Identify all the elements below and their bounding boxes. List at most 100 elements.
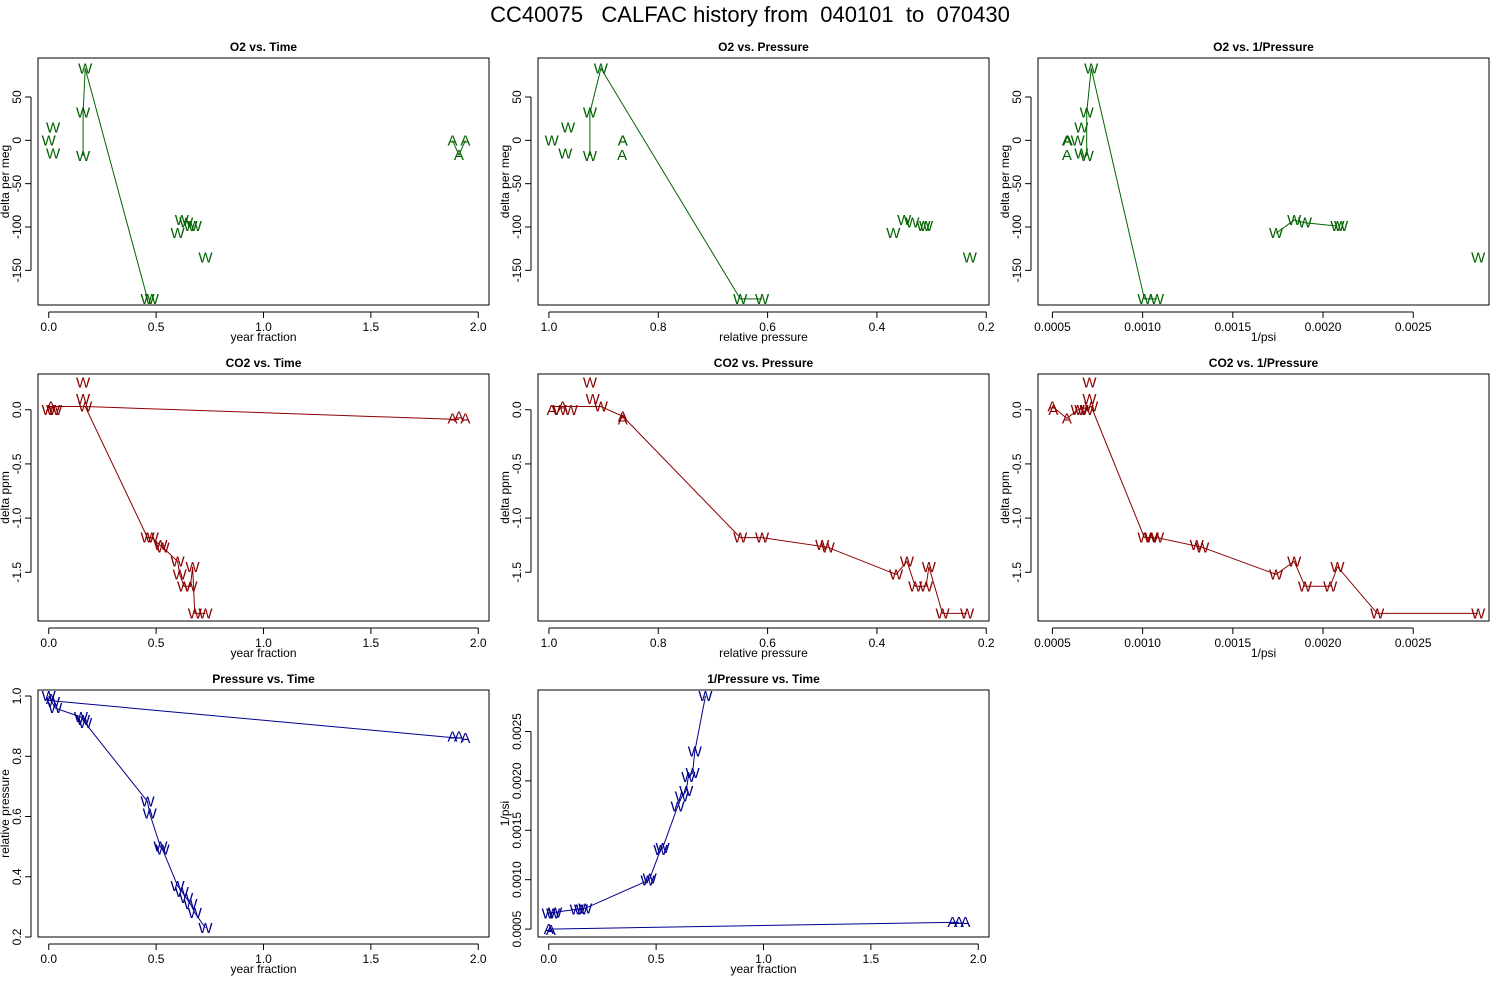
y-tick-label: -50	[1010, 175, 1024, 193]
x-tick-label: 0.6	[759, 636, 776, 650]
data-point: W	[583, 105, 598, 122]
x-tick-label: 2.0	[470, 320, 487, 334]
data-point: W	[594, 60, 609, 77]
data-point: W	[889, 566, 904, 583]
y-tick-label: 0	[10, 137, 24, 144]
x-tick-label: 0.0025	[1395, 636, 1432, 650]
x-axis-label: relative pressure	[719, 646, 808, 660]
data-point: W	[175, 212, 190, 229]
x-tick-label: 1.0	[255, 320, 272, 334]
data-point: W	[686, 765, 701, 782]
series-line	[48, 695, 206, 929]
data-point: A	[447, 132, 457, 149]
data-point: W	[1150, 530, 1165, 547]
x-axis-label: year fraction	[230, 962, 296, 976]
y-tick-label: 1.0	[10, 687, 24, 704]
data-point: W	[574, 901, 589, 918]
x-tick-label: 0.0020	[1305, 320, 1342, 334]
data-point: A	[460, 410, 470, 427]
x-tick-label: 0.6	[759, 320, 776, 334]
data-point: A	[546, 922, 556, 939]
y-tick-label: 50	[510, 90, 524, 104]
data-point: W	[1074, 119, 1089, 136]
data-point: W	[653, 842, 668, 859]
data-point: W	[640, 873, 655, 890]
data-point: W	[922, 559, 937, 576]
data-point: W	[886, 225, 901, 242]
x-tick-label: 1.0	[255, 952, 272, 966]
data-point: W	[755, 291, 770, 308]
data-point: W	[42, 402, 57, 419]
y-tick-label: -0.5	[1010, 453, 1024, 474]
data-point: W	[153, 839, 168, 856]
y-tick-label: 0.8	[10, 748, 24, 765]
y-tick-label: 0.0	[10, 401, 24, 418]
x-tick-label: 0.5	[148, 952, 165, 966]
data-point: W	[1080, 105, 1095, 122]
data-point: W	[46, 694, 61, 711]
data-point: W	[1298, 578, 1313, 595]
data-point: W	[1323, 578, 1338, 595]
series-line	[82, 68, 148, 300]
data-point: A	[46, 691, 56, 708]
series-line	[1086, 68, 1158, 300]
y-axis-label: delta per meg	[0, 145, 12, 218]
x-axis-label: 1/psi	[1251, 330, 1276, 344]
data-point: W	[681, 769, 696, 786]
data-point: W	[1190, 537, 1205, 554]
data-point: W	[1137, 530, 1152, 547]
data-point: W	[1080, 402, 1095, 419]
data-point: W	[1150, 291, 1165, 308]
plot-frame	[537, 57, 990, 306]
data-point: A	[46, 399, 56, 416]
x-tick-label: 1.0	[541, 636, 558, 650]
data-point: A	[547, 402, 557, 419]
data-point: W	[1330, 218, 1345, 235]
y-tick-label: 0.0010	[510, 861, 524, 898]
x-tick-label: 1.0	[755, 952, 772, 966]
y-tick-label: -150	[1010, 258, 1024, 282]
y-tick-label: 0.0005	[510, 910, 524, 947]
x-tick-label: 2.0	[470, 636, 487, 650]
data-point: W	[140, 793, 155, 810]
data-point: W	[570, 901, 585, 918]
data-point: W	[733, 291, 748, 308]
y-tick-label: 0	[510, 137, 524, 144]
y-tick-label: 0.6	[10, 808, 24, 825]
series-line	[452, 140, 466, 157]
data-point: W	[76, 148, 91, 165]
data-point: A	[1062, 410, 1072, 427]
data-point: W	[1298, 215, 1313, 232]
series-line	[48, 700, 459, 739]
data-point: W	[42, 132, 57, 149]
data-point: W	[188, 605, 203, 622]
x-tick-label: 0.2	[978, 320, 995, 334]
data-point: W	[171, 878, 186, 895]
x-axis-label: 1/psi	[1251, 646, 1276, 660]
data-point: A	[1047, 399, 1057, 416]
data-point: W	[179, 890, 194, 907]
y-axis-label: delta ppm	[498, 471, 512, 524]
data-point: W	[1269, 566, 1284, 583]
data-point: W	[594, 399, 609, 416]
y-axis-label: delta ppm	[998, 471, 1012, 524]
data-point: W	[198, 920, 213, 937]
y-tick-label: -1.5	[1010, 562, 1024, 583]
series-line	[551, 406, 968, 614]
data-point: A	[447, 729, 457, 746]
data-point: W	[558, 145, 573, 162]
x-tick-label: 2.0	[970, 952, 987, 966]
data-point: W	[545, 132, 560, 149]
y-tick-label: -100	[510, 215, 524, 239]
data-point: W	[1471, 605, 1486, 622]
plot-frame	[37, 689, 490, 938]
data-point: W	[1370, 605, 1385, 622]
data-point: W	[1195, 539, 1210, 556]
chart-title: CO2 vs. 1/Pressure	[1209, 356, 1319, 370]
data-point: W	[143, 806, 158, 823]
y-axis-label: delta per meg	[498, 145, 512, 218]
x-tick-label: 0.0020	[1305, 636, 1342, 650]
y-tick-label: -1.0	[1010, 507, 1024, 528]
data-point: W	[48, 402, 63, 419]
